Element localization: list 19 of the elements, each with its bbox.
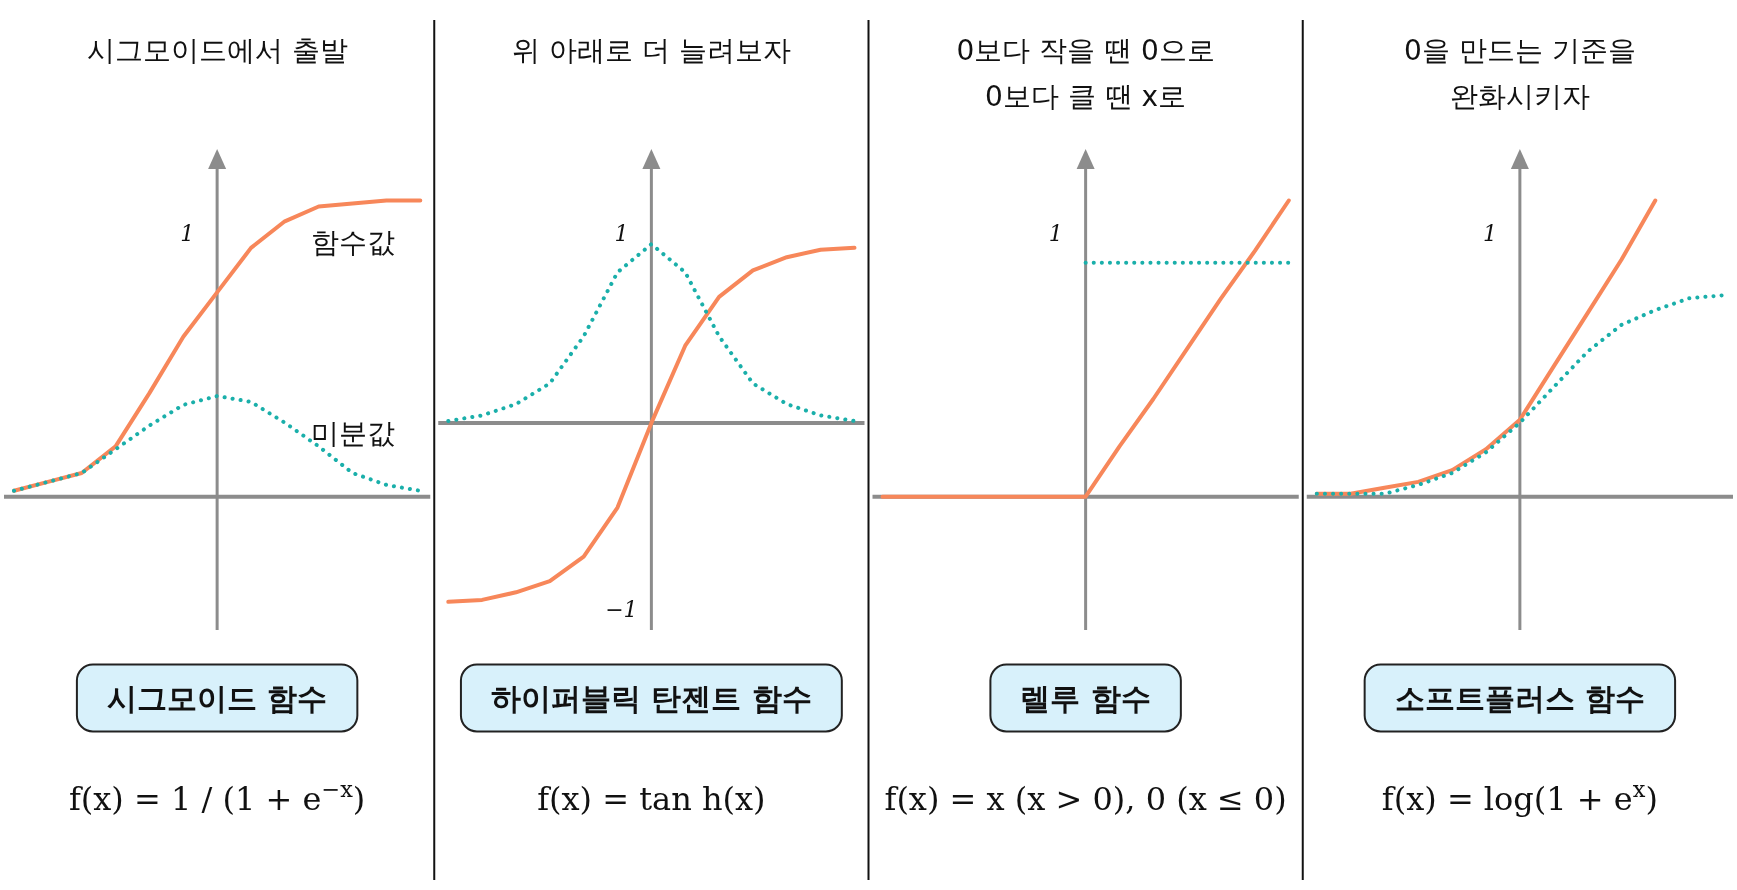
text: 시그모이드 함수	[106, 680, 328, 716]
text: f(x) = x (x > 0), 0 (x ≤ 0)	[884, 780, 1287, 818]
y-tick-label: −1	[605, 597, 638, 623]
chart-title: 0보다 작을 땐 0으로 0보다 클 땐 x로	[956, 34, 1215, 113]
series-label: 함수값	[310, 225, 395, 259]
text: 소프트플러스 함수	[1394, 680, 1646, 716]
chart-title: 위 아래로 더 늘려보자	[512, 34, 791, 67]
line-series	[446, 242, 857, 423]
annotation: 1	[1048, 221, 1063, 246]
text: 하이퍼블릭 탄젠트 함수	[490, 680, 812, 716]
annotation: 1	[1482, 221, 1497, 246]
text: f(x) = 1 / (1 + e$^{−x}$)	[68, 776, 366, 818]
text: f(x) = tan h(x)	[537, 780, 766, 818]
chart-title: 0을 만드는 기준을 완화시키자	[1404, 34, 1636, 113]
text: 렐루 함수	[1020, 680, 1151, 716]
text: f(x) = log(1 + e$^{x}$)	[1381, 776, 1658, 818]
chart-title: 시그모이드에서 출발	[86, 34, 348, 67]
series-label: 미분값	[310, 417, 395, 451]
annotation: 1	[180, 221, 195, 246]
